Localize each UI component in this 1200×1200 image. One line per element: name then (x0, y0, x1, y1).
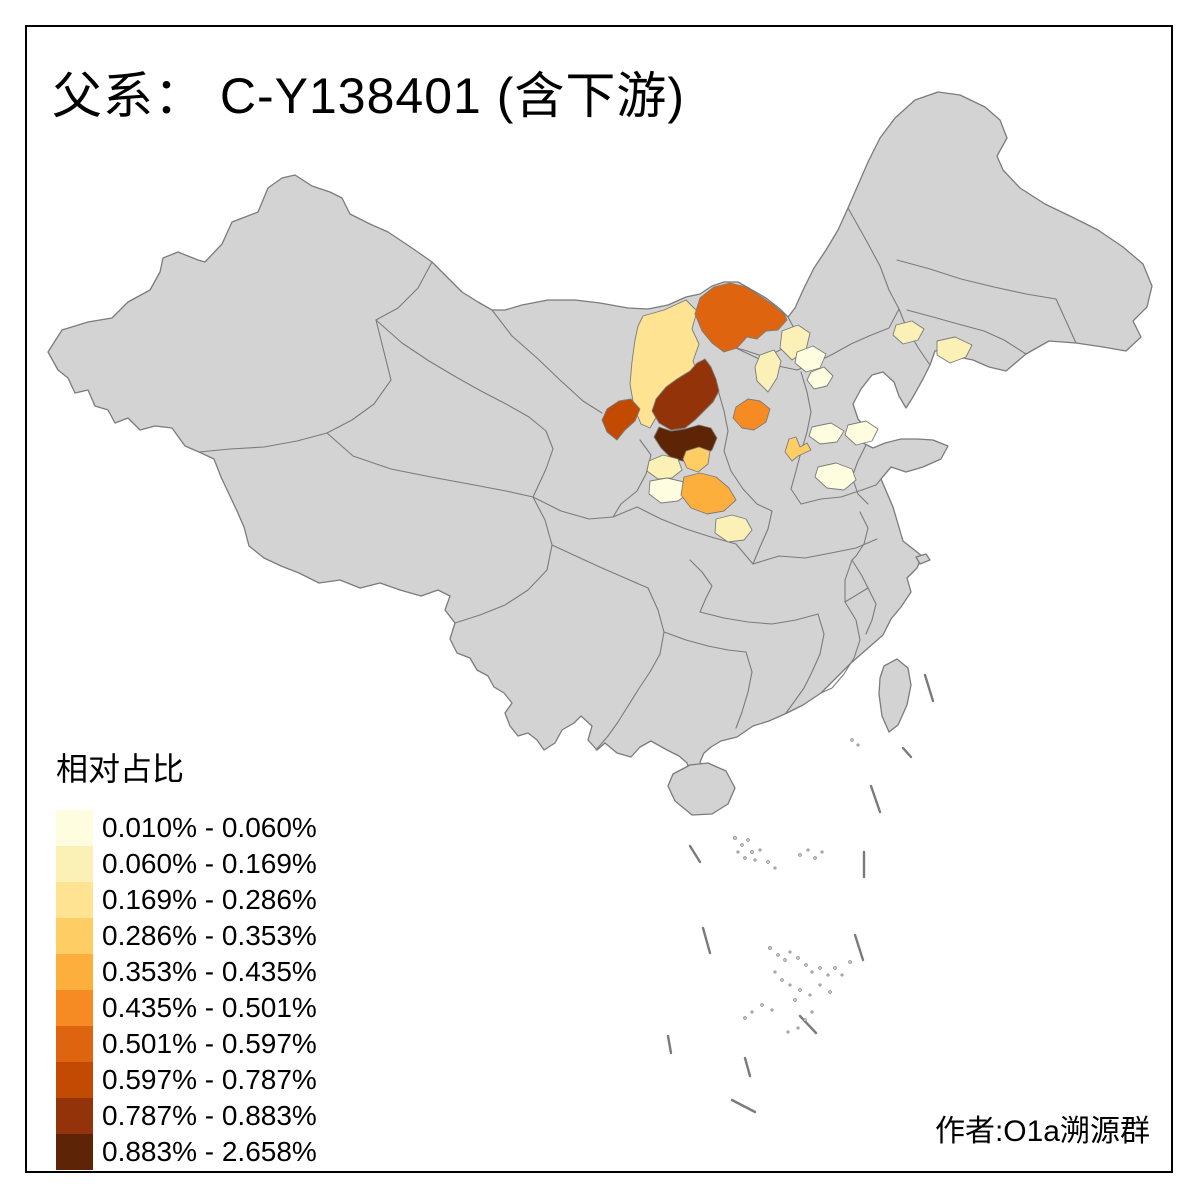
map-region-r15 (814, 462, 857, 491)
map-region-r14 (844, 420, 879, 446)
china-mainland (47, 91, 1153, 786)
map-region-r11 (714, 514, 753, 543)
legend-swatch (56, 882, 93, 918)
legend-label: 0.501% - 0.597% (102, 1028, 317, 1059)
legend-row: 0.597% - 0.787% (56, 1062, 317, 1098)
legend-row: 0.010% - 0.060% (56, 810, 317, 846)
legend-swatch (56, 1134, 93, 1170)
attribution-text: 作者:O1a溯源群 (934, 1115, 1150, 1148)
legend-row: 0.169% - 0.286% (56, 882, 317, 918)
map-region-r5 (601, 398, 641, 441)
legend-label: 0.353% - 0.435% (102, 956, 317, 987)
legend-label: 0.787% - 0.883% (102, 1100, 317, 1131)
map-region-r19 (794, 345, 827, 373)
legend-row: 0.353% - 0.435% (56, 954, 317, 990)
hainan-island (667, 762, 736, 816)
legend-swatch (56, 918, 93, 954)
page-title: 父系： C-Y138401 (含下游) (52, 68, 686, 124)
map-region-r16 (892, 320, 925, 345)
chongming-island (915, 553, 931, 565)
legend-entries: 0.010% - 0.060% 0.060% - 0.169% 0.169% - 0… (56, 810, 317, 1170)
legend-swatch (56, 954, 93, 990)
legend: 相对占比 0.010% - 0.060% 0.060% - 0.169% 0.169… (56, 744, 317, 1170)
legend-label: 0.286% - 0.353% (102, 920, 317, 951)
map-region-r6 (732, 398, 771, 431)
map-region-r20 (806, 366, 834, 390)
legend-row: 0.060% - 0.169% (56, 846, 317, 882)
legend-swatch (56, 1026, 93, 1062)
map-region-r21 (754, 349, 782, 393)
legend-label: 0.435% - 0.501% (102, 992, 317, 1023)
legend-swatch (56, 846, 93, 882)
legend-row: 0.883% - 2.658% (56, 1134, 317, 1170)
legend-row: 0.286% - 0.353% (56, 918, 317, 954)
legend-title: 相对占比 (56, 751, 185, 787)
legend-swatch (56, 1098, 93, 1134)
legend-row: 0.787% - 0.883% (56, 1098, 317, 1134)
legend-swatch (56, 810, 93, 846)
taiwan-island (878, 658, 912, 733)
map-region-r1 (694, 282, 788, 353)
legend-swatch (56, 990, 93, 1026)
sea-islets (733, 738, 860, 1034)
map-region-r12 (784, 436, 812, 462)
map-region-r3 (651, 358, 720, 431)
map-region-r10 (680, 472, 737, 515)
legend-label: 0.010% - 0.060% (102, 812, 317, 843)
legend-label: 0.597% - 0.787% (102, 1064, 317, 1095)
legend-label: 0.169% - 0.286% (102, 884, 317, 915)
legend-swatch (56, 1062, 93, 1098)
colored-regions (601, 282, 973, 543)
map-region-r13 (808, 422, 845, 445)
map-region-r17 (936, 336, 973, 364)
map-region-r8 (646, 454, 683, 480)
legend-row: 0.501% - 0.597% (56, 1026, 317, 1062)
map-region-r7 (682, 446, 711, 473)
nine-dash-line (666, 673, 935, 1114)
legend-label: 0.883% - 2.658% (102, 1136, 317, 1167)
legend-label: 0.060% - 0.169% (102, 848, 317, 879)
legend-row: 0.435% - 0.501% (56, 990, 317, 1026)
